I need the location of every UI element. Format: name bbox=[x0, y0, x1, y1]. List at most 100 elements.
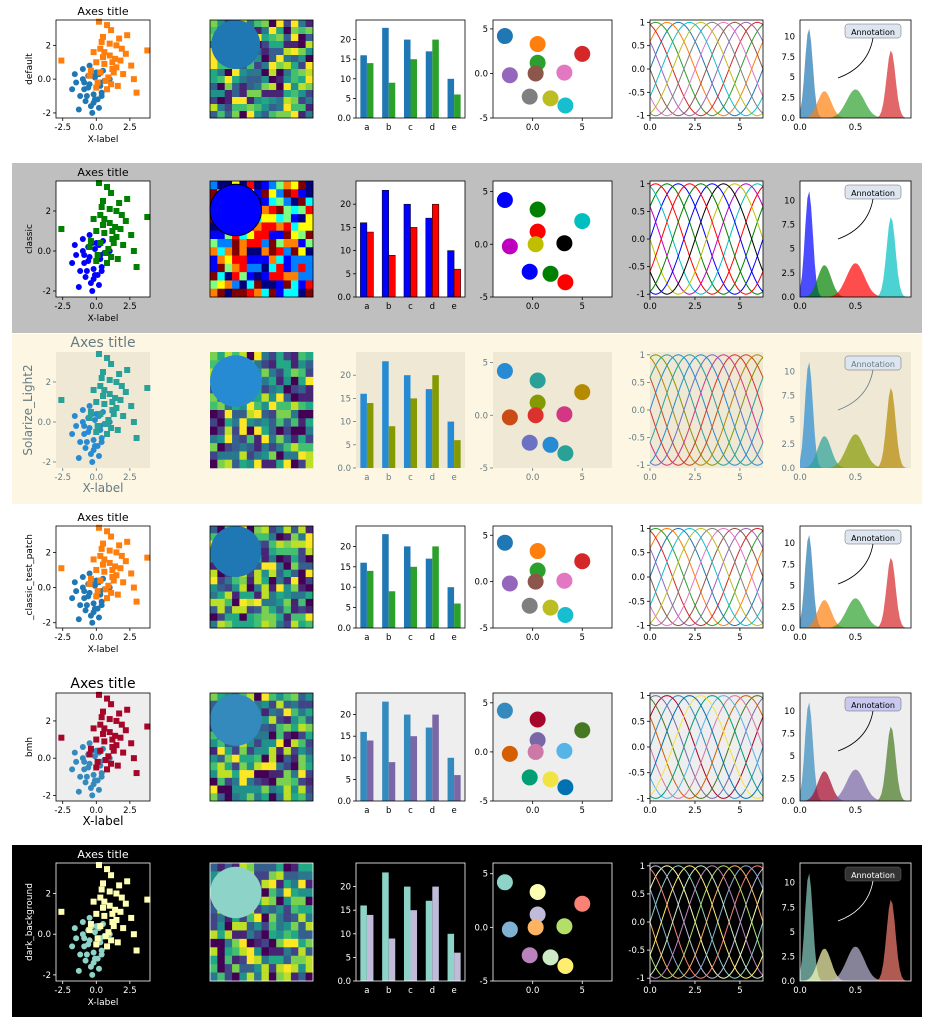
heatmap-cell bbox=[210, 739, 218, 748]
heatmap-cell bbox=[224, 793, 233, 802]
heatmap-cell bbox=[290, 288, 299, 298]
heatmap-cell bbox=[276, 972, 284, 982]
scatter-point bbox=[101, 49, 108, 56]
scatter-point bbox=[77, 602, 84, 609]
x-tick-label: d bbox=[430, 986, 435, 996]
heatmap-cell bbox=[239, 913, 248, 923]
scatter-point bbox=[95, 786, 102, 793]
heatmap-cell bbox=[276, 620, 284, 629]
heatmap-cell bbox=[246, 451, 255, 461]
heatmap-cell bbox=[276, 955, 284, 965]
sine-line bbox=[649, 865, 764, 979]
heatmap-cell bbox=[305, 426, 314, 436]
circle-marker bbox=[527, 743, 544, 760]
heatmap-cell bbox=[239, 83, 248, 91]
axes-frame bbox=[209, 19, 314, 119]
heatmap-cell bbox=[268, 716, 277, 725]
y-tick-label: 5 bbox=[483, 699, 488, 709]
heatmap-cell bbox=[246, 863, 255, 872]
scatter-point bbox=[97, 212, 104, 218]
heatmap-cell bbox=[305, 263, 314, 273]
heatmap-cell bbox=[283, 48, 292, 56]
y-tick-label: 0.0 bbox=[781, 977, 795, 987]
scatter-point bbox=[58, 734, 65, 741]
panel-2-3: 0.0 5-50.05 bbox=[474, 352, 612, 483]
heatmap-cell bbox=[217, 90, 226, 98]
y-tick-label: 10 bbox=[784, 32, 795, 42]
heatmap-cell bbox=[298, 762, 306, 771]
x-tick-label: 5 bbox=[737, 123, 742, 133]
circle-marker bbox=[501, 238, 518, 255]
heatmap-cell bbox=[261, 964, 270, 973]
heatmap-cell bbox=[305, 443, 314, 452]
y-tick-label: 1 bbox=[640, 351, 645, 361]
heatmap-cell bbox=[298, 181, 306, 190]
heatmap-cell bbox=[290, 69, 299, 77]
scatter-point bbox=[98, 951, 105, 958]
histogram-area bbox=[800, 362, 911, 468]
scatter-point bbox=[101, 60, 108, 67]
heatmap-cell bbox=[254, 27, 262, 35]
scatter-point bbox=[120, 242, 127, 248]
heatmap-cell bbox=[224, 747, 233, 756]
x-tick-label: 0.0 bbox=[526, 986, 540, 996]
y-tick-label: 15 bbox=[340, 223, 351, 233]
heatmap-cell bbox=[290, 777, 299, 786]
heatmap-cell bbox=[268, 613, 277, 622]
heatmap-cell bbox=[305, 104, 314, 112]
heatmap-cell bbox=[254, 239, 262, 248]
scatter-point bbox=[113, 549, 120, 556]
y-tick-label: 15 bbox=[340, 563, 351, 573]
heatmap-cell bbox=[283, 613, 292, 622]
axes-frame bbox=[492, 180, 613, 298]
heatmap-cell bbox=[239, 247, 248, 256]
heatmap-cell bbox=[283, 189, 292, 198]
x-tick-label: e bbox=[451, 633, 456, 643]
heatmap-cell bbox=[283, 376, 292, 386]
heatmap-cell bbox=[290, 189, 299, 198]
scatter-point bbox=[116, 200, 123, 206]
x-tick-label: 0.0 bbox=[90, 123, 104, 133]
axes-frame bbox=[492, 525, 613, 629]
sine-line bbox=[649, 354, 764, 466]
y-tick-label: 0.0 bbox=[474, 240, 488, 250]
heatmap-cell bbox=[232, 613, 240, 622]
y-tick-label: 0.0 bbox=[631, 235, 645, 245]
scatter-point bbox=[73, 758, 80, 765]
heatmap-cell bbox=[290, 97, 299, 105]
heatmap-cell bbox=[298, 401, 306, 411]
heatmap-cell bbox=[305, 708, 314, 717]
scatter-point bbox=[110, 240, 117, 246]
x-tick-label: 0.0 bbox=[90, 302, 104, 312]
scatter-point bbox=[108, 190, 115, 196]
heatmap-cell bbox=[268, 205, 277, 215]
heatmap-cell bbox=[261, 69, 270, 77]
heatmap-cell bbox=[283, 930, 292, 940]
y-tick-label: -5 bbox=[480, 977, 488, 987]
bar bbox=[366, 63, 374, 118]
axes-frame bbox=[799, 180, 912, 298]
heatmap-cell bbox=[261, 426, 270, 436]
heatmap-cell bbox=[224, 239, 233, 248]
scatter-point bbox=[83, 268, 90, 274]
bar bbox=[366, 231, 374, 298]
bar bbox=[382, 534, 389, 628]
heatmap-cell bbox=[283, 955, 292, 965]
histogram-area bbox=[800, 91, 911, 118]
heatmap-cell bbox=[283, 896, 292, 906]
bar bbox=[432, 203, 440, 298]
heatmap-cell bbox=[239, 972, 248, 982]
axes-frame bbox=[355, 19, 466, 119]
heatmap-cell bbox=[246, 591, 255, 600]
bar bbox=[410, 736, 418, 801]
heatmap-cell bbox=[298, 747, 306, 756]
panel-0-1 bbox=[209, 19, 314, 119]
x-tick-label: -2.5 bbox=[54, 633, 71, 643]
heatmap-cell bbox=[239, 598, 248, 607]
heatmap-cell bbox=[261, 263, 270, 273]
scatter-point bbox=[120, 925, 127, 932]
heatmap-cell bbox=[268, 48, 277, 56]
scatter-point bbox=[108, 589, 115, 596]
scatter-point bbox=[79, 919, 86, 925]
